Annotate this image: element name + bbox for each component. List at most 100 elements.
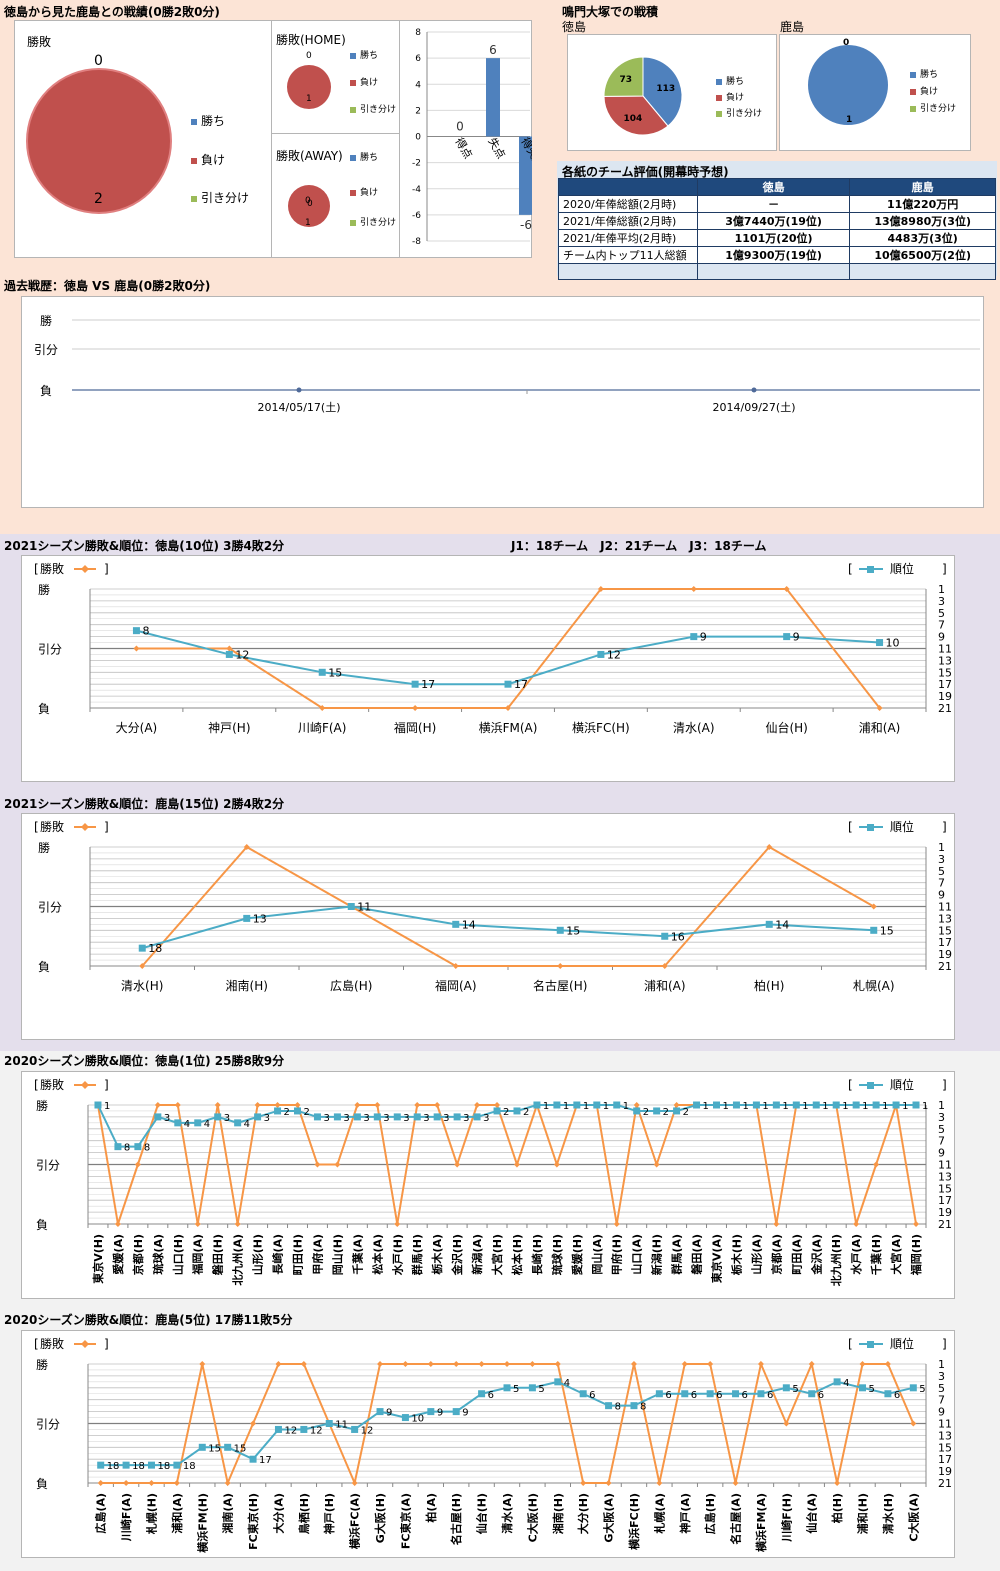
eval-cell: 2021/年俸総額(2月時) [558, 212, 698, 230]
naruto-t-legend-draw-swatch [716, 110, 722, 117]
rank-tick-label: 13 [938, 912, 952, 925]
rank-data-label: 14 [775, 918, 789, 931]
rank-data-label: 8 [124, 1143, 130, 1154]
home-legend-draw-swatch [350, 106, 356, 113]
wl-point [374, 1102, 381, 1108]
rank-point [134, 1143, 142, 1151]
wl-ylabel: 勝 [36, 1098, 48, 1113]
rank-tick-label: 15 [938, 666, 952, 679]
rank-data-label: 12 [235, 648, 249, 661]
goals-category-label: 得点 [452, 136, 474, 162]
rank-data-label: 12 [310, 1425, 323, 1436]
goals-bar [486, 58, 500, 137]
rank-tick-label: 17 [938, 678, 952, 691]
rank-point [673, 1107, 681, 1115]
eval-header-cell: 徳島 [696, 178, 851, 196]
chart4-title: 2020シーズン勝敗&順位：鹿島(5位) 17勝11敗5分 [4, 1313, 293, 1327]
rank-tick-label: 3 [938, 1111, 945, 1124]
rank-point [554, 1378, 562, 1386]
legend-wl-label: 勝敗 [40, 1336, 64, 1351]
legend-rank-bracket-right: ] [942, 1078, 947, 1092]
wl-point [681, 1361, 688, 1367]
legend-rank-label: 順位 [890, 1336, 914, 1351]
wl-ylabel: 勝 [38, 582, 50, 597]
rank-point [174, 1119, 182, 1127]
rank-data-label: 18 [157, 1461, 170, 1472]
wl-point [884, 1361, 891, 1367]
x-category-label: 仙台(A) [805, 1493, 819, 1534]
x-category-label: 甲府(A) [310, 1234, 324, 1275]
rank-point [528, 1384, 536, 1392]
x-category-label: 東京V(H) [91, 1234, 105, 1284]
rank-data-label: 8 [144, 1143, 150, 1154]
rank-point [912, 1101, 920, 1109]
wl-point [154, 1102, 161, 1108]
x-category-label: 京都(A) [769, 1234, 783, 1275]
overall-legend-draw: 引き分け [191, 189, 249, 206]
wl-point [613, 1221, 620, 1227]
naruto-kashima-legend: 勝ち 負け 引き分け [910, 67, 956, 118]
rank-data-label: 1 [623, 1101, 629, 1112]
x-category-label: 神戸(H) [208, 721, 250, 735]
wl-point [254, 1102, 261, 1108]
rank-point [452, 920, 460, 928]
x-category-label: 岡山(H) [330, 1234, 344, 1275]
rank-data-label: 1 [104, 1101, 110, 1112]
rank-data-label: 10 [886, 637, 900, 650]
eval-row: 2020/年俸総額(2月時) － 11億220万円 [558, 195, 996, 213]
legend-loss-swatch [191, 157, 197, 164]
legend-rank-label: 順位 [890, 819, 914, 834]
rank-data-label: 2 [663, 1107, 669, 1118]
rank-tick-label: 11 [938, 1418, 952, 1431]
x-category-label: 福岡(A) [435, 978, 477, 993]
x-category-label: 大宮(A) [889, 1234, 903, 1275]
rank-tick-label: 9 [938, 1406, 945, 1419]
rank-point [706, 1390, 714, 1398]
wl-point [194, 1221, 201, 1227]
rank-data-label: 3 [443, 1113, 449, 1124]
rank-tick-label: 5 [938, 607, 945, 620]
rank-tick-label: 19 [938, 948, 952, 961]
rank-data-label: 12 [607, 648, 621, 661]
rank-data-label: 8 [142, 625, 149, 638]
rank-point [633, 1107, 641, 1115]
rank-data-label: 6 [589, 1390, 595, 1401]
wl-point [673, 1102, 680, 1108]
x-category-label: 群馬(A) [670, 1234, 684, 1276]
wl-point [334, 1161, 341, 1168]
eval-cell: 2021/年俸平均(2月時) [558, 229, 698, 247]
wl-point [123, 1480, 130, 1486]
rank-data-label: 1 [902, 1101, 908, 1112]
eval-cell: チーム内トップ11人総額 [558, 246, 698, 264]
naruto-tokushima-label: 徳島 [562, 20, 587, 34]
rank-data-label: 2 [284, 1107, 290, 1118]
rank-point [351, 1425, 359, 1433]
rank-data-label: 14 [462, 918, 476, 931]
goals-category-label: 失点 [485, 136, 507, 162]
x-category-label: 大分(A) [271, 1493, 285, 1534]
rank-point [553, 1101, 561, 1109]
away-legend-loss-swatch [350, 189, 356, 196]
rank-point [892, 1101, 900, 1109]
x-category-label: 京都(H) [131, 1234, 145, 1275]
overall-loss-value: 2 [94, 191, 103, 207]
history-panel: 勝引分負 2014/05/17(土) 2014/09/27(土) [21, 296, 984, 508]
home-away-panel: 勝敗(HOME) 0 1 勝ち 負け 引き分け 勝敗(AWAY) 0 0 1 勝… [271, 21, 400, 257]
rank-point [833, 1378, 841, 1386]
x-category-label: 山口(A) [630, 1234, 644, 1275]
rank-point [478, 1390, 486, 1398]
legend-rank-marker [867, 566, 874, 573]
legend-wl-bracket-left: [ [34, 1078, 39, 1092]
wl-point [554, 1361, 561, 1367]
wl-point [494, 1102, 501, 1108]
x-category-label: 福岡(H) [394, 720, 436, 735]
rank-data-label: 18 [132, 1461, 145, 1472]
x-category-label: 大分(H) [576, 1493, 590, 1534]
rank-tick-label: 1 [938, 583, 945, 596]
rank-data-label: 17 [514, 678, 528, 691]
rank-point [579, 1390, 587, 1398]
rank-data-label: 15 [234, 1443, 247, 1454]
